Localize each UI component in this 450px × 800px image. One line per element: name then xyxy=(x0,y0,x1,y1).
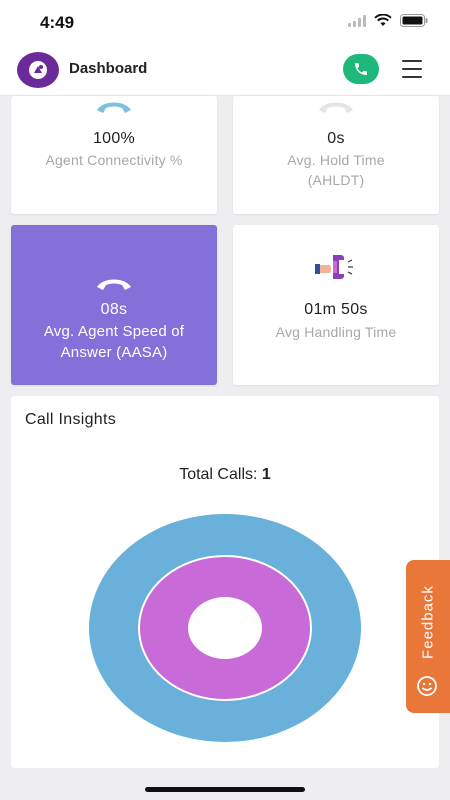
phone-hangup-icon xyxy=(97,279,131,290)
card-agent-connectivity[interactable]: 100% Agent Connectivity % xyxy=(11,96,217,214)
card-value: 01m 50s xyxy=(304,301,368,318)
feedback-button[interactable]: Feedback xyxy=(406,560,450,713)
smiley-icon xyxy=(417,676,437,696)
card-label: Avg. Hold Time (AHLDT) xyxy=(287,152,385,188)
battery-icon xyxy=(400,14,428,32)
card-value: 08s xyxy=(100,301,128,318)
card-avg-hold-time[interactable]: 0s Avg. Hold Time (AHLDT) xyxy=(233,96,439,214)
status-bar: 4:49 xyxy=(0,0,450,44)
call-button[interactable] xyxy=(343,54,379,84)
menu-line xyxy=(402,68,422,70)
status-icons xyxy=(348,13,428,32)
card-avg-handling-time[interactable]: 01m 50s Avg Handling Time xyxy=(233,225,439,385)
card-avg-speed-of-answer[interactable]: 08s Avg. Agent Speed of Answer (AASA) xyxy=(11,225,217,385)
section-title: Call Insights xyxy=(25,411,117,428)
phone-icon xyxy=(355,63,367,75)
card-label: Avg Handling Time xyxy=(275,324,397,340)
app-header: Dashboard xyxy=(0,44,450,96)
app-logo[interactable] xyxy=(17,52,59,88)
chart-center-hole xyxy=(188,597,262,659)
menu-line xyxy=(402,76,422,78)
menu-line xyxy=(402,60,422,62)
phone-hangup-icon xyxy=(97,102,131,113)
call-insights-panel: Call Insights Total Calls: 1 xyxy=(11,396,439,768)
home-indicator xyxy=(145,787,305,792)
page-title: Dashboard xyxy=(69,60,148,77)
card-value: 100% xyxy=(92,130,136,147)
total-calls-value: 1 xyxy=(261,466,271,483)
wifi-icon xyxy=(374,13,392,32)
card-value: 0s xyxy=(327,130,345,147)
status-time: 4:49 xyxy=(40,13,75,32)
total-calls: Total Calls: 1 xyxy=(11,466,439,484)
total-calls-label: Total Calls: xyxy=(179,466,258,483)
hamburger-menu-button[interactable] xyxy=(402,60,422,78)
logo-icon xyxy=(29,61,47,79)
signal-icon xyxy=(348,14,366,32)
hand-phone-icon xyxy=(315,255,353,279)
card-label: Avg. Agent Speed of Answer (AASA) xyxy=(43,323,185,361)
card-label: Agent Connectivity % xyxy=(45,152,183,168)
call-insights-chart[interactable] xyxy=(89,514,361,742)
phone-hangup-icon xyxy=(319,102,353,113)
feedback-label: Feedback xyxy=(419,585,437,659)
